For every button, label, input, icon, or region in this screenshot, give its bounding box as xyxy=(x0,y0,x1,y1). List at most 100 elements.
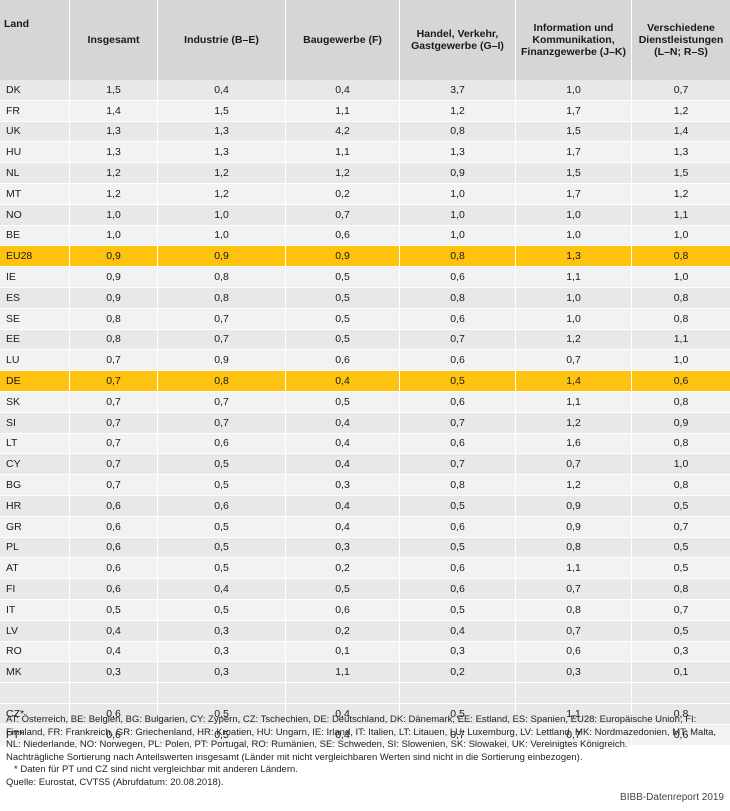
value-cell: 1,1 xyxy=(632,329,730,351)
value-cell: 0,4 xyxy=(400,620,516,642)
value-cell: 0,7 xyxy=(70,433,158,455)
value-cell xyxy=(286,683,400,704)
value-cell: 0,8 xyxy=(632,308,730,330)
value-cell: 0,8 xyxy=(400,475,516,496)
country-code-cell: BE xyxy=(0,225,70,247)
table-row: MK 0,3 0,3 1,1 0,2 0,3 0,1 xyxy=(0,662,730,684)
value-cell: 4,2 xyxy=(286,121,400,143)
value-cell: 0,7 xyxy=(286,204,400,226)
value-cell: 1,1 xyxy=(286,662,400,684)
country-code-cell: IE xyxy=(0,267,70,288)
column-header: Verschiedene Dienstleistungen (L–N; R–S) xyxy=(632,0,730,80)
table-row: NO 1,0 1,0 0,7 1,0 1,0 1,1 xyxy=(0,204,730,226)
column-header: Information und Kommunikation, Finanzgew… xyxy=(516,0,632,80)
country-code-cell: LV xyxy=(0,620,70,642)
value-cell: 1,7 xyxy=(516,183,632,205)
value-cell xyxy=(632,683,730,704)
country-code-cell: RO xyxy=(0,641,70,663)
value-cell: 0,5 xyxy=(286,287,400,309)
value-cell: 0,8 xyxy=(632,703,730,725)
value-cell: 0,5 xyxy=(158,703,286,725)
value-cell: 0,6 xyxy=(400,267,516,288)
column-header: Land xyxy=(0,0,70,80)
table-row: DK 1,5 0,4 0,4 3,7 1,0 0,7 xyxy=(0,80,730,101)
value-cell: 0,7 xyxy=(70,412,158,434)
value-cell: 0,7 xyxy=(400,724,516,746)
value-cell: 0,7 xyxy=(400,329,516,351)
value-cell: 0,9 xyxy=(516,516,632,538)
table-row: CY 0,7 0,5 0,4 0,7 0,7 1,0 xyxy=(0,454,730,476)
value-cell: 0,6 xyxy=(632,724,730,746)
value-cell: 0,8 xyxy=(632,391,730,413)
value-cell: 1,0 xyxy=(158,225,286,247)
value-cell: 0,9 xyxy=(632,412,730,434)
table-row: HU 1,3 1,3 1,1 1,3 1,7 1,3 xyxy=(0,142,730,164)
value-cell: 0,7 xyxy=(70,391,158,413)
country-code-cell: IT xyxy=(0,599,70,621)
data-table: Land Insgesamt Industrie (B–E) Baugewerbe (… xyxy=(0,0,730,746)
value-cell: 0,5 xyxy=(158,516,286,538)
value-cell: 0,8 xyxy=(158,371,286,392)
table-row: UK 1,3 1,3 4,2 0,8 1,5 1,4 xyxy=(0,121,730,143)
country-code-cell: BG xyxy=(0,475,70,496)
value-cell: 1,2 xyxy=(632,100,730,122)
value-cell: 0,9 xyxy=(70,287,158,309)
value-cell: 1,2 xyxy=(632,183,730,205)
value-cell: 1,2 xyxy=(516,412,632,434)
value-cell: 0,7 xyxy=(70,454,158,476)
value-cell: 1,2 xyxy=(516,329,632,351)
country-code-cell: UK xyxy=(0,121,70,143)
value-cell xyxy=(70,683,158,704)
column-header: Industrie (B–E) xyxy=(158,0,286,80)
value-cell: 1,6 xyxy=(516,433,632,455)
value-cell: 0,8 xyxy=(400,287,516,309)
value-cell: 0,5 xyxy=(632,537,730,559)
value-cell: 0,8 xyxy=(632,287,730,309)
country-code-cell: FI xyxy=(0,579,70,600)
value-cell: 0,4 xyxy=(286,80,400,101)
table-row: PT* 0,6 0,5 0,4 0,7 0,7 0,6 xyxy=(0,724,730,746)
table-row: LV 0,4 0,3 0,2 0,4 0,7 0,5 xyxy=(0,620,730,642)
value-cell: 0,7 xyxy=(70,350,158,372)
value-cell: 1,2 xyxy=(286,163,400,184)
country-code-cell: NO xyxy=(0,204,70,226)
value-cell: 0,5 xyxy=(158,558,286,580)
table-row: BG 0,7 0,5 0,3 0,8 1,2 0,8 xyxy=(0,475,730,496)
value-cell: 0,8 xyxy=(70,308,158,330)
value-cell: 1,5 xyxy=(516,163,632,184)
value-cell: 0,4 xyxy=(286,724,400,746)
value-cell: 0,8 xyxy=(632,475,730,496)
country-code-cell: MK xyxy=(0,662,70,684)
value-cell: 0,7 xyxy=(516,724,632,746)
value-cell: 0,6 xyxy=(286,599,400,621)
value-cell: 0,7 xyxy=(516,454,632,476)
table-row: IE 0,9 0,8 0,5 0,6 1,1 1,0 xyxy=(0,267,730,288)
value-cell: 1,5 xyxy=(632,163,730,184)
value-cell: 0,6 xyxy=(400,516,516,538)
country-code-cell: CZ* xyxy=(0,703,70,725)
table-row: IT 0,5 0,5 0,6 0,5 0,8 0,7 xyxy=(0,599,730,621)
value-cell: 0,3 xyxy=(400,641,516,663)
comparability-note: * Daten für PT und CZ sind nicht verglei… xyxy=(14,764,298,775)
value-cell: 0,5 xyxy=(158,724,286,746)
value-cell: 0,9 xyxy=(400,163,516,184)
value-cell: 0,5 xyxy=(400,537,516,559)
value-cell: 0,3 xyxy=(632,641,730,663)
value-cell: 0,5 xyxy=(632,620,730,642)
value-cell: 1,0 xyxy=(632,350,730,372)
table-body: DK 1,5 0,4 0,4 3,7 1,0 0,7 FR 1,4 1,5 1,1 1,2 1,7 1,2… xyxy=(0,80,730,746)
value-cell: 1,2 xyxy=(158,183,286,205)
value-cell: 0,6 xyxy=(400,579,516,600)
legend-note: AT: Österreich, BE: Belgien, BG: Bulgari… xyxy=(6,714,717,750)
value-cell: 0,7 xyxy=(400,412,516,434)
table-row: FR 1,4 1,5 1,1 1,2 1,7 1,2 xyxy=(0,100,730,122)
value-cell: 1,0 xyxy=(158,204,286,226)
country-code-cell: FR xyxy=(0,100,70,122)
value-cell: 0,8 xyxy=(400,246,516,268)
value-cell: 0,7 xyxy=(516,579,632,600)
value-cell: 0,6 xyxy=(158,433,286,455)
table-row: NL 1,2 1,2 1,2 0,9 1,5 1,5 xyxy=(0,163,730,184)
value-cell: 0,8 xyxy=(632,579,730,600)
value-cell: 0,7 xyxy=(632,80,730,101)
